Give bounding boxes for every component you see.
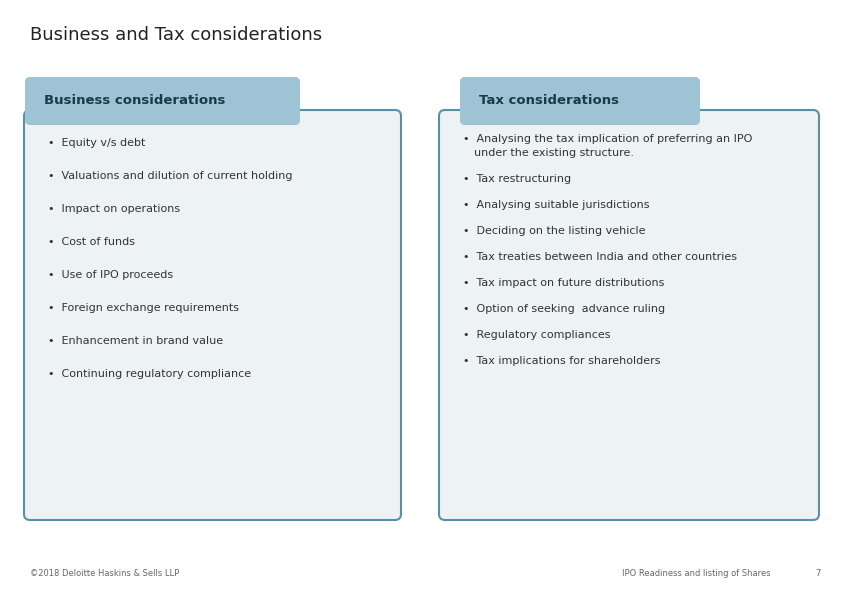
FancyBboxPatch shape (25, 77, 300, 125)
Text: •  Deciding on the listing vehicle: • Deciding on the listing vehicle (463, 226, 646, 236)
Text: •  Analysing the tax implication of preferring an IPO: • Analysing the tax implication of prefe… (463, 134, 753, 144)
Text: Tax considerations: Tax considerations (479, 95, 619, 107)
Text: •  Cost of funds: • Cost of funds (48, 237, 135, 247)
Text: •  Option of seeking  advance ruling: • Option of seeking advance ruling (463, 304, 665, 314)
Text: •  Use of IPO proceeds: • Use of IPO proceeds (48, 270, 173, 280)
Text: •  Regulatory compliances: • Regulatory compliances (463, 330, 610, 340)
FancyBboxPatch shape (460, 77, 700, 125)
Text: 7: 7 (815, 569, 820, 578)
Text: •  Valuations and dilution of current holding: • Valuations and dilution of current hol… (48, 171, 292, 181)
Text: •  Equity v/s debt: • Equity v/s debt (48, 138, 146, 148)
Text: •  Tax treaties between India and other countries: • Tax treaties between India and other c… (463, 252, 737, 262)
Text: •  Impact on operations: • Impact on operations (48, 204, 180, 214)
Text: IPO Readiness and listing of Shares: IPO Readiness and listing of Shares (622, 569, 770, 578)
Text: •  Continuing regulatory compliance: • Continuing regulatory compliance (48, 369, 251, 379)
Text: ©2018 Deloitte Haskins & Sells LLP: ©2018 Deloitte Haskins & Sells LLP (30, 569, 179, 578)
FancyBboxPatch shape (439, 110, 819, 520)
Text: Business and Tax considerations: Business and Tax considerations (30, 26, 322, 44)
Text: •  Tax impact on future distributions: • Tax impact on future distributions (463, 278, 664, 288)
Text: Business considerations: Business considerations (44, 95, 226, 107)
Text: •  Enhancement in brand value: • Enhancement in brand value (48, 336, 223, 346)
Text: •  Foreign exchange requirements: • Foreign exchange requirements (48, 303, 239, 313)
FancyBboxPatch shape (24, 110, 401, 520)
Text: under the existing structure.: under the existing structure. (474, 148, 634, 158)
Text: •  Tax restructuring: • Tax restructuring (463, 174, 571, 184)
Text: •  Tax implications for shareholders: • Tax implications for shareholders (463, 356, 660, 366)
Text: •  Analysing suitable jurisdictions: • Analysing suitable jurisdictions (463, 200, 649, 210)
